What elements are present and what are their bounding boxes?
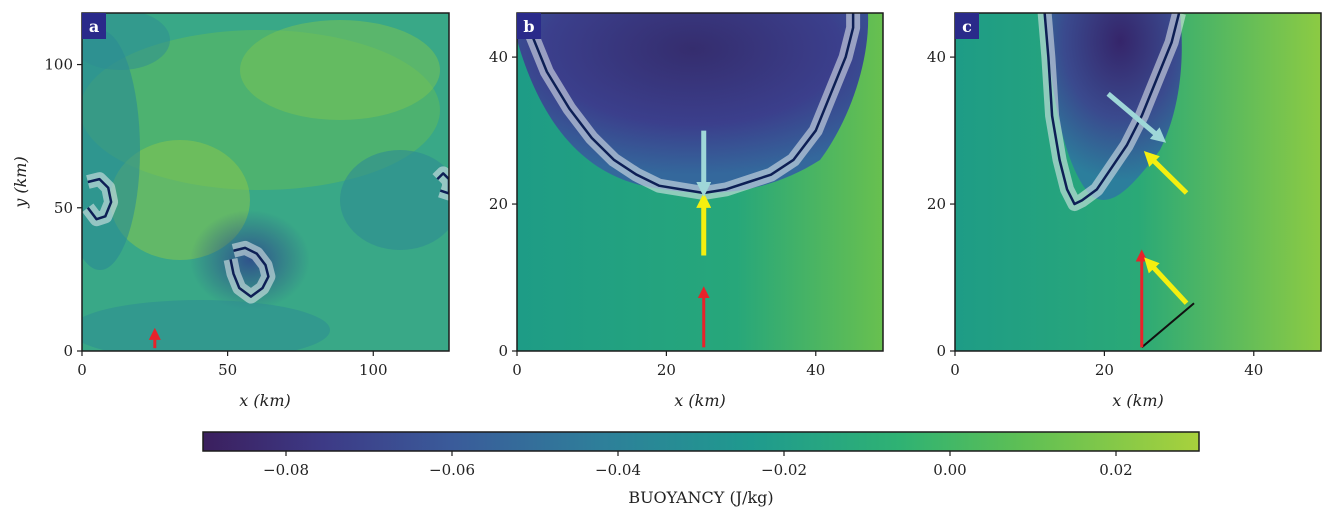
panel-c-xlabel: x (km) [1112, 391, 1163, 410]
colorbar-tick-label-0: −0.08 [263, 461, 309, 479]
panel-c-ytick-label-0: 0 [936, 342, 946, 360]
panel-b-ytick-label-1: 20 [489, 195, 508, 213]
panel-c-ytick-label-1: 20 [927, 195, 946, 213]
colorbar [202, 431, 1200, 452]
panel-b-frame [516, 12, 884, 352]
contour-cold-pool-right [436, 172, 449, 195]
panel-b-letter: b [523, 17, 534, 36]
panel-a-ylabel: y (km) [11, 156, 30, 208]
panel-c-ytick-label-2: 40 [927, 48, 946, 66]
panel-b-xtick-label-0: 0 [512, 361, 522, 379]
panel-a-xtick-label-0: 0 [77, 361, 87, 379]
panel-b-ytick-label-0: 0 [498, 342, 508, 360]
panel-a-ytick-label-0: 0 [63, 342, 73, 360]
panel-b-xtick-label-2: 40 [806, 361, 825, 379]
panel-b-ytick-label-2: 40 [489, 48, 508, 66]
panel-c-field [955, 13, 1321, 351]
colorbar-tick-label-3: −0.02 [761, 461, 807, 479]
panel-c-segment-0 [1141, 302, 1195, 349]
panel-a-xtick-label-1: 50 [218, 361, 237, 379]
contour-cold-pool-left [86, 177, 113, 221]
panel-b-label: b [517, 13, 541, 39]
panel-c-frame [954, 12, 1322, 352]
panel-a-xlabel: x (km) [239, 391, 290, 410]
panel-c-label: c [955, 13, 979, 39]
colorbar-tick-label-5: 0.02 [1099, 461, 1132, 479]
panel-c-arrow-yellow-1 [1144, 257, 1189, 305]
panel-b-field [517, 13, 883, 351]
panel-c-xtick-label-0: 0 [950, 361, 960, 379]
contour-cold-pool-center [229, 246, 270, 298]
panel-a-ytick-label-2: 100 [44, 56, 73, 74]
panel-b-xlabel: x (km) [674, 391, 725, 410]
contour-cold-pool-boundary [1043, 13, 1181, 206]
panel-a-frame [81, 12, 450, 352]
panel-a-field [82, 13, 449, 351]
panel-c-letter: c [962, 17, 972, 36]
colorbar-tick-label-4: 0.00 [933, 461, 966, 479]
colorbar-tick-label-2: −0.04 [595, 461, 641, 479]
panel-c-xtick-label-1: 20 [1095, 361, 1114, 379]
panel-c-arrow-cyan-3 [1106, 91, 1167, 143]
panel-a-label: a [82, 13, 106, 39]
panel-a-letter: a [89, 17, 99, 36]
panel-a-xtick-label-2: 100 [359, 361, 388, 379]
colorbar-label: BUOYANCY (J/kg) [628, 488, 773, 507]
panel-b-xtick-label-1: 20 [657, 361, 676, 379]
colorbar-tick-label-1: −0.06 [429, 461, 475, 479]
panel-c-xtick-label-2: 40 [1244, 361, 1263, 379]
panel-c-arrow-yellow-2 [1143, 151, 1189, 195]
panel-a-ytick-label-1: 50 [54, 199, 73, 217]
